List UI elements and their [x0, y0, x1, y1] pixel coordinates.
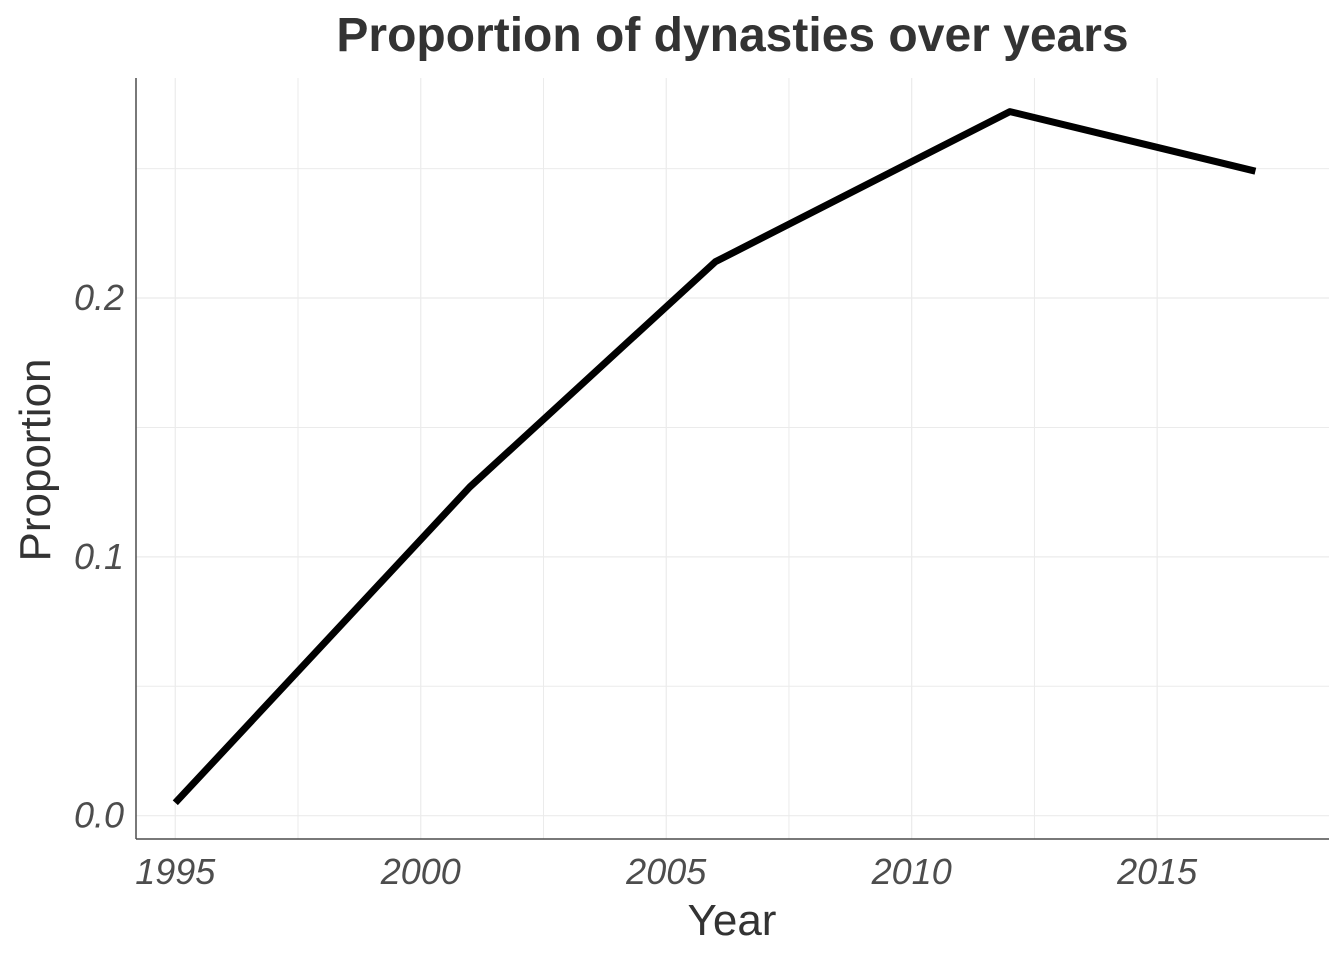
x-tick-label: 2005	[625, 851, 707, 892]
x-axis-title: Year	[688, 896, 777, 945]
y-tick-label: 0.2	[74, 277, 124, 318]
y-axis-title: Proportion	[11, 358, 60, 561]
series-line-0	[172, 108, 1257, 806]
chart-title: Proportion of dynasties over years	[336, 9, 1129, 62]
x-tick-label: 2000	[380, 851, 461, 892]
y-tick-label: 0.0	[74, 795, 124, 836]
x-tick-label: 2010	[871, 851, 952, 892]
grid-lines	[136, 78, 1329, 839]
x-tick-label: 1995	[135, 851, 216, 892]
axes	[135, 78, 1329, 840]
x-tick-labels: 1995 2000 2005 2010 2015	[135, 851, 1198, 892]
series-layer	[172, 108, 1257, 806]
x-tick-label: 2015	[1116, 851, 1198, 892]
y-tick-labels: 0.0 0.1 0.2	[74, 277, 124, 836]
y-tick-label: 0.1	[74, 536, 124, 577]
